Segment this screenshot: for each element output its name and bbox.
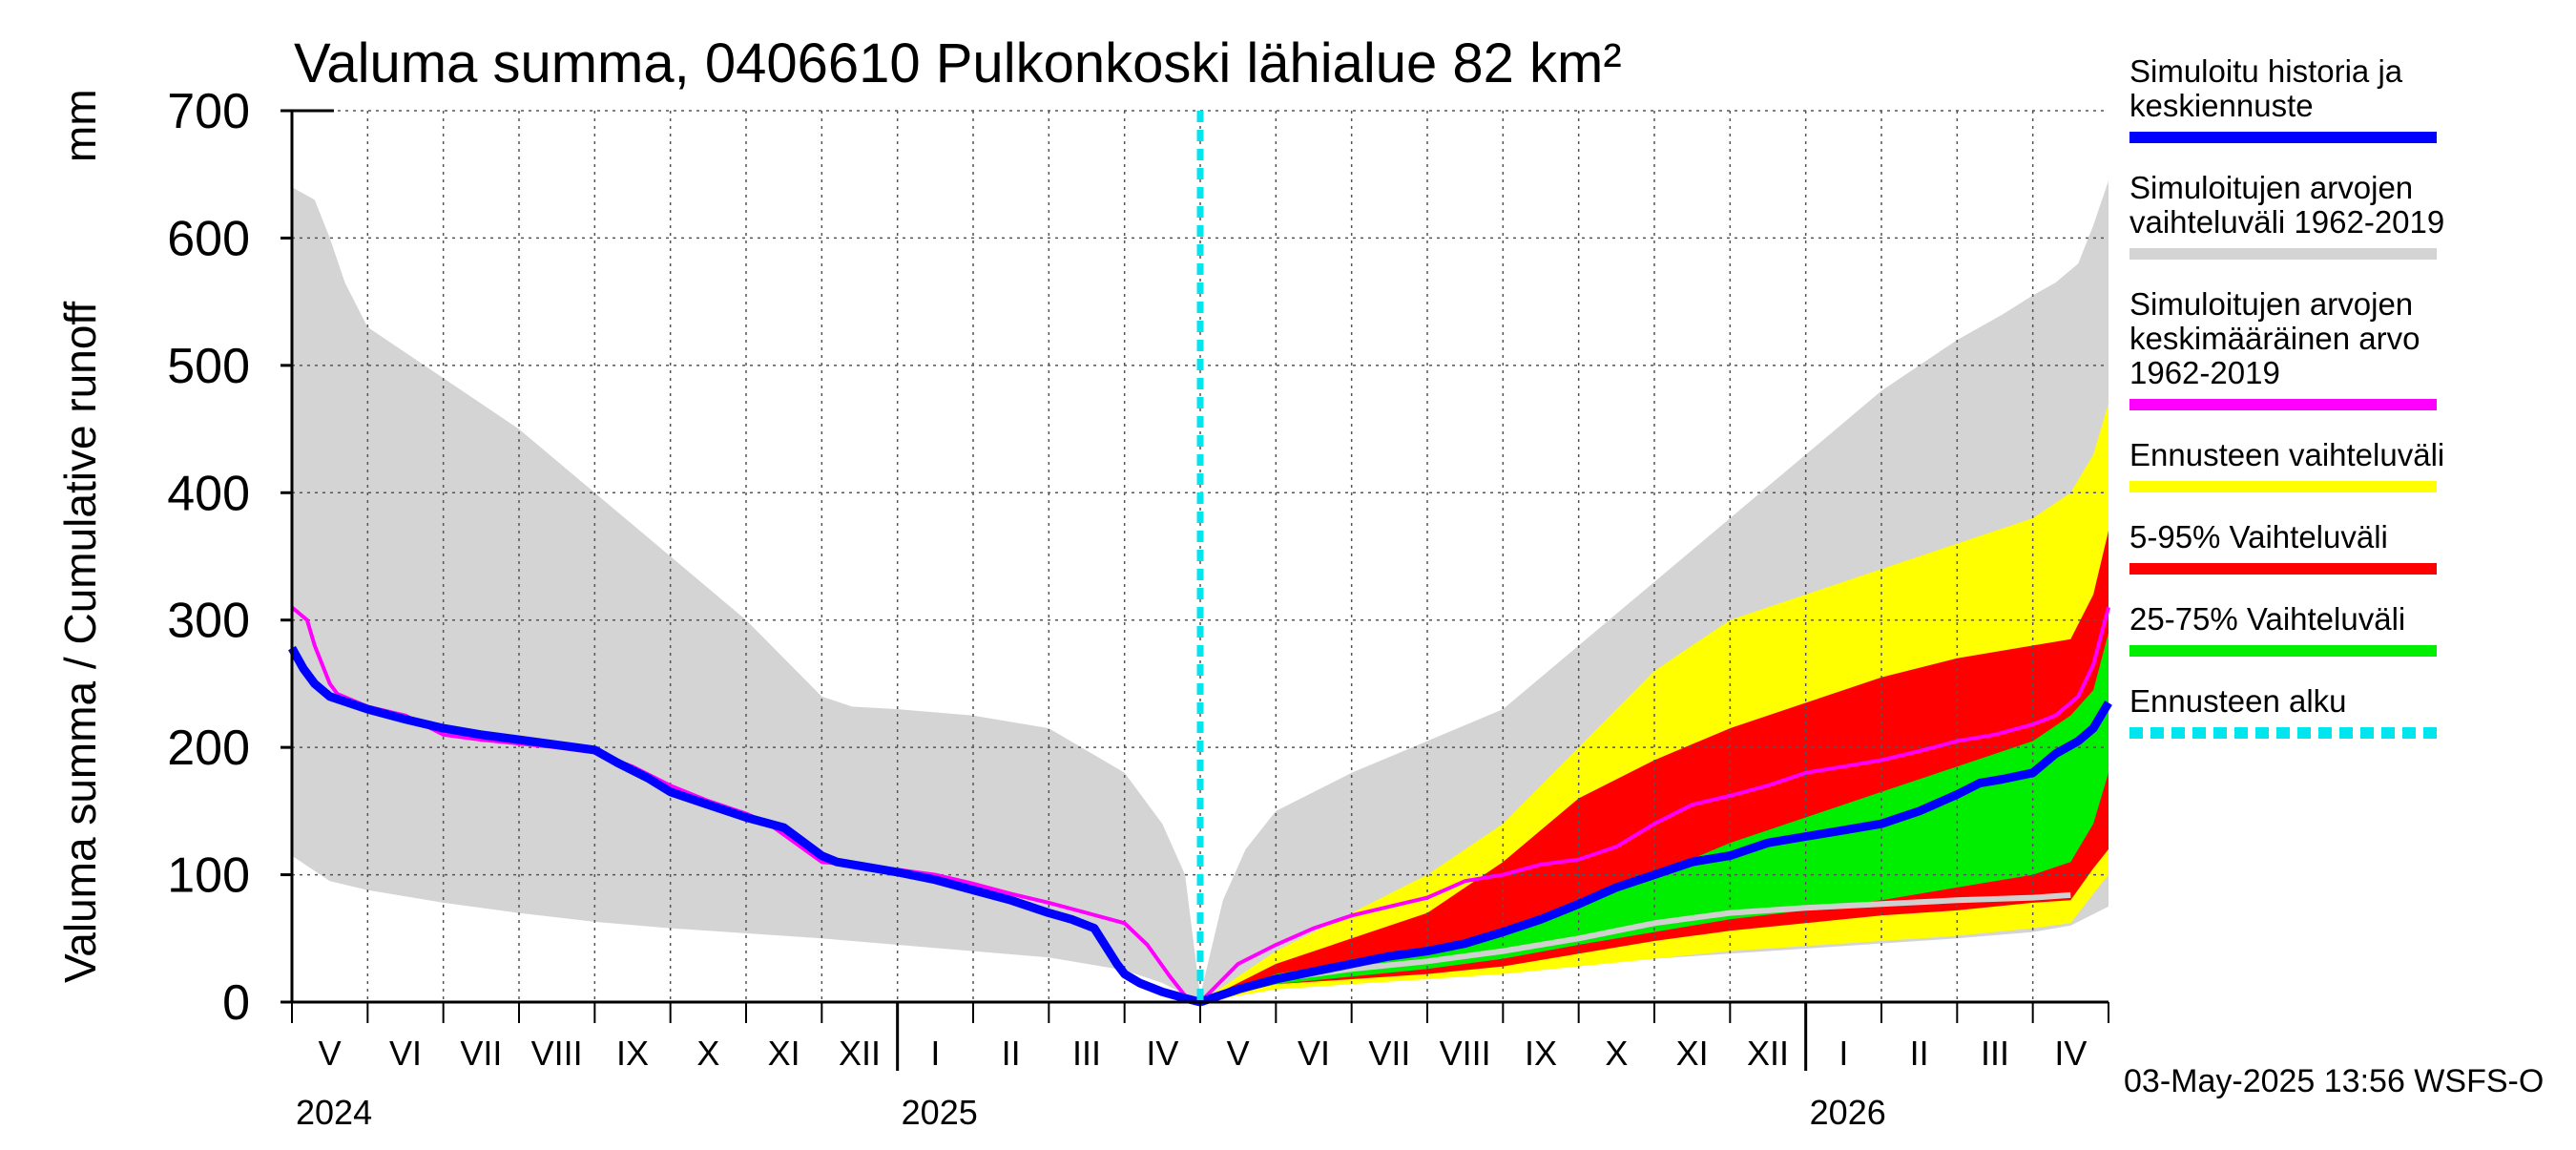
y-tick-label: 500 <box>167 339 250 394</box>
legend-label: vaihteluväli 1962-2019 <box>2129 204 2444 240</box>
legend-label: 5-95% Vaihteluväli <box>2129 519 2388 554</box>
light-median-line <box>1199 891 2071 1005</box>
y-axis-label-group: Valuma summa / Cumulative runoff mm <box>55 89 105 983</box>
y-tick-label: 300 <box>167 594 250 649</box>
x-year-label: 2026 <box>1810 1093 1886 1132</box>
y-tick-label: 0 <box>222 975 250 1031</box>
x-month-label: XII <box>839 1034 881 1073</box>
x-month-label: IV <box>1146 1034 1178 1073</box>
y-tick-label: 700 <box>167 84 250 139</box>
x-month-label: III <box>1981 1034 2009 1073</box>
plot-area <box>288 110 2112 1007</box>
legend-label: 1962-2019 <box>2129 355 2280 390</box>
legend-label: Simuloitujen arvojen <box>2129 170 2413 205</box>
x-month-label: VIII <box>1440 1034 1491 1073</box>
legend-label: Simuloitujen arvojen <box>2129 286 2413 322</box>
y-tick-label: 100 <box>167 848 250 904</box>
x-month-label: IV <box>2054 1034 2087 1073</box>
x-month-label: X <box>696 1034 719 1073</box>
legend-label: 25-75% Vaihteluväli <box>2129 601 2405 637</box>
x-month-label: XI <box>1676 1034 1709 1073</box>
legend-label: Ennusteen vaihteluväli <box>2129 437 2444 472</box>
y-tick-label: 600 <box>167 211 250 266</box>
history-line <box>288 645 1202 1007</box>
legend-label: Ennusteen alku <box>2129 683 2347 719</box>
x-month-label: VI <box>389 1034 422 1073</box>
x-month-label: II <box>1002 1034 1021 1073</box>
y-axis-unit: mm <box>55 89 105 162</box>
legend-label: Simuloitu historia ja <box>2129 53 2403 89</box>
x-year-label: 2024 <box>296 1093 372 1132</box>
x-month-label: VI <box>1298 1034 1330 1073</box>
x-month-label: VIII <box>531 1034 583 1073</box>
x-month-label: XI <box>768 1034 800 1073</box>
legend-label: keskimääräinen arvo <box>2129 321 2420 356</box>
x-year-label: 2025 <box>902 1093 978 1132</box>
x-month-label: I <box>930 1034 940 1073</box>
chart-title: Valuma summa, 0406610 Pulkonkoski lähial… <box>294 32 1622 94</box>
x-month-label: X <box>1605 1034 1628 1073</box>
x-month-label: IX <box>1525 1034 1557 1073</box>
x-month-label: XII <box>1747 1034 1789 1073</box>
x-month-label: VII <box>460 1034 502 1073</box>
x-month-label: V <box>1227 1034 1250 1073</box>
y-axis-label: Valuma summa / Cumulative runoff <box>55 302 105 983</box>
x-month-label: IX <box>616 1034 649 1073</box>
x-month-label: I <box>1839 1034 1848 1073</box>
y-tick-label: 200 <box>167 721 250 776</box>
timestamp-footer: 03-May-2025 13:56 WSFS-O <box>2124 1063 2544 1099</box>
x-month-label: III <box>1072 1034 1101 1073</box>
y-tick-label: 400 <box>167 466 250 521</box>
mean-line <box>290 605 2110 1005</box>
x-month-label: II <box>1910 1034 1929 1073</box>
legend-label: keskiennuste <box>2129 88 2314 123</box>
x-month-label: V <box>319 1034 342 1073</box>
forecast-median-line <box>1198 700 2112 1007</box>
x-month-label: VII <box>1368 1034 1410 1073</box>
